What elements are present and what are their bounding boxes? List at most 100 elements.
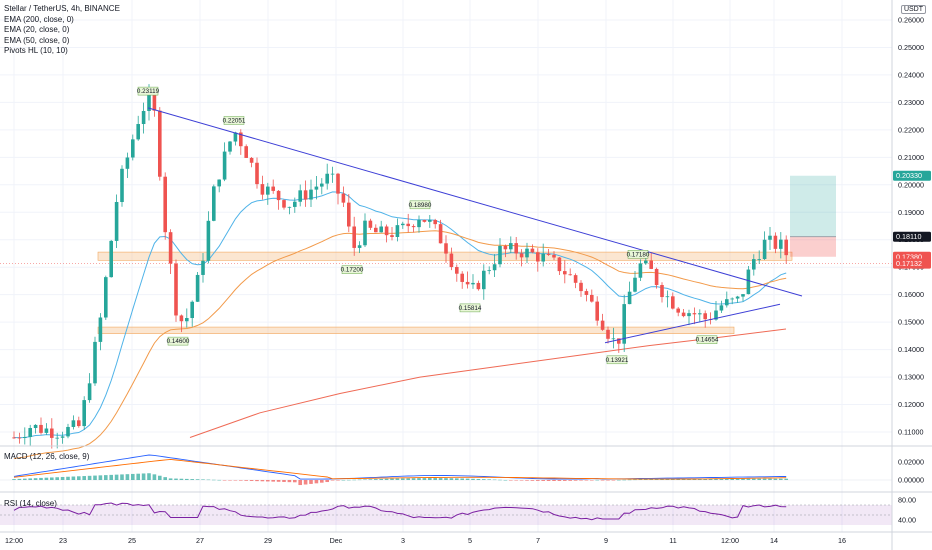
candle-body: [50, 428, 54, 438]
macd-histogram-bar: [136, 473, 140, 480]
macd-histogram-bar: [158, 475, 162, 480]
candle-body: [584, 291, 589, 295]
macd-histogram-bar: [530, 480, 535, 481]
candle-body: [627, 291, 632, 305]
ema50-label: EMA (50, close, 0): [4, 35, 70, 45]
rsi-pane: [0, 502, 892, 525]
descending-trendline: [147, 107, 803, 297]
macd-histogram-bar: [17, 478, 22, 480]
candle-body: [703, 313, 707, 320]
candle-body: [519, 253, 524, 258]
macd-histogram-bar: [120, 474, 124, 480]
candle-body: [293, 201, 297, 207]
macd-histogram-bar: [298, 480, 302, 486]
candle-body: [185, 318, 189, 322]
macd-histogram-bar: [163, 477, 167, 480]
macd-histogram-bar: [509, 480, 513, 481]
macd-histogram-bar: [131, 473, 135, 480]
macd-histogram-bar: [309, 480, 313, 484]
pivot-label: 0.17180: [627, 251, 650, 258]
candle-body: [530, 248, 535, 253]
long-position-tool[interactable]: [790, 175, 836, 257]
pivot-label: 0.13921: [606, 357, 629, 364]
macd-histogram-bar: [195, 479, 200, 480]
macd-histogram-bar: [476, 478, 481, 480]
macd-histogram-bar: [455, 478, 459, 480]
macd-histogram-bar: [606, 480, 610, 481]
macd-histogram-bar: [28, 478, 32, 480]
candle-body: [120, 168, 124, 202]
candle-body: [249, 157, 254, 163]
candle-body: [255, 162, 259, 185]
candle-body: [681, 312, 686, 317]
candle-body: [298, 190, 302, 202]
macd-histogram-bar: [152, 474, 157, 480]
ema50-line: [13, 230, 787, 460]
y-tick-label: 0.15000: [898, 318, 924, 327]
x-tick-label: 23: [59, 536, 67, 545]
macd-histogram-bar: [465, 478, 470, 480]
candle-body: [260, 184, 265, 195]
candle-body: [552, 254, 556, 258]
macd-histogram-bar: [104, 475, 108, 480]
candle-body: [98, 317, 103, 342]
macd-histogram-bar: [363, 479, 367, 480]
candles: [12, 84, 788, 449]
macd-histogram-bar: [779, 478, 783, 480]
candle-body: [195, 274, 200, 302]
macd-histogram-bar: [773, 478, 778, 480]
y-tick-label: 0.23000: [898, 98, 924, 107]
macd-histogram-bar: [244, 480, 248, 481]
candle-body: [611, 338, 616, 340]
candle-body: [131, 139, 135, 158]
pivot-label: 0.17200: [341, 267, 364, 274]
chart-legend: Stellar / TetherUS, 4h, BINANCE EMA (200…: [4, 4, 120, 57]
candle-body: [158, 110, 162, 177]
candle-body: [309, 189, 313, 200]
candle-body: [39, 424, 43, 433]
macd-histogram-bar: [50, 477, 54, 480]
macd-histogram-bar: [557, 480, 562, 481]
candle-body: [411, 226, 416, 228]
ascending-trendline: [604, 303, 781, 344]
y-tick-label: 0.21000: [898, 153, 924, 162]
candle-body: [314, 186, 319, 190]
candle-body: [725, 299, 729, 306]
macd-histogram-bar: [55, 477, 59, 480]
y-tick-label: 0.25000: [898, 43, 924, 52]
macd-histogram-bar: [600, 480, 605, 481]
macd-histogram-bar: [590, 480, 594, 481]
macd-histogram-bar: [638, 479, 643, 480]
macd-histogram-bar: [190, 479, 194, 480]
macd-histogram-bar: [428, 478, 432, 480]
candle-body: [44, 428, 49, 433]
macd-histogram-bar: [33, 478, 38, 480]
pivot-label: 0.15814: [459, 305, 482, 312]
take-profit-zone: [790, 175, 836, 237]
macd-histogram-bar: [417, 478, 421, 480]
trendlines[interactable]: [147, 107, 803, 344]
macd-histogram-bar: [212, 479, 216, 481]
macd-histogram-bar: [730, 478, 734, 480]
candle-body: [266, 186, 270, 195]
candle-body: [152, 94, 157, 111]
macd-histogram-bar: [374, 479, 378, 480]
candle-body: [239, 132, 243, 147]
candle-body: [784, 239, 788, 256]
x-tick-label: 27: [196, 536, 204, 545]
macd-histogram-bar: [487, 479, 491, 480]
macd-histogram-bar: [471, 478, 475, 480]
candle-body: [222, 151, 227, 180]
candle-body: [190, 301, 194, 319]
y-tick-label: 0.24000: [898, 70, 924, 79]
x-tick-label: 5: [468, 536, 472, 545]
candle-body: [417, 219, 421, 228]
macd-histogram-bar: [627, 479, 632, 481]
macd-histogram-bar: [660, 479, 664, 480]
candle-body: [336, 173, 340, 194]
candle-body: [125, 157, 130, 169]
currency-unit[interactable]: USDT: [900, 5, 926, 14]
candle-body: [687, 313, 691, 317]
